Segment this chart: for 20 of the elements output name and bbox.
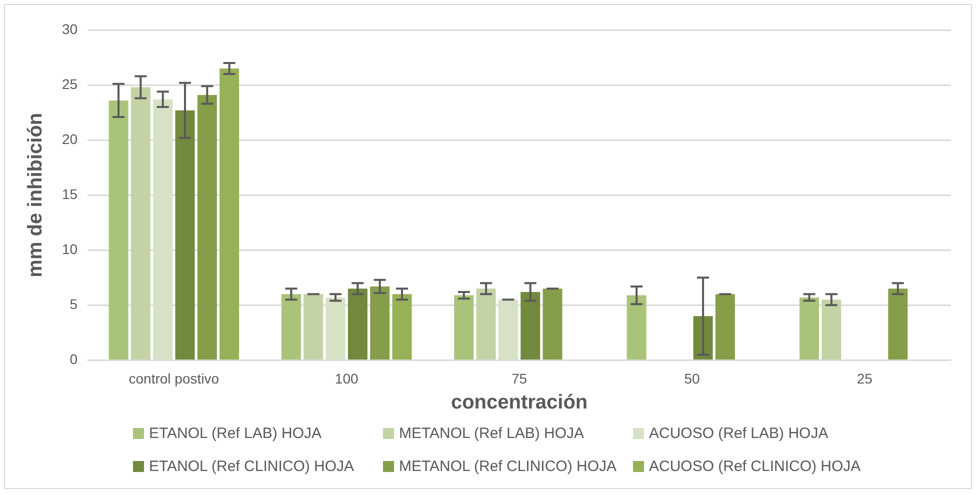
y-tick-label: 0 — [70, 351, 78, 368]
y-tick-label: 5 — [70, 296, 78, 312]
legend-label: METANOL (Ref CLINICO) HOJA — [399, 458, 617, 475]
x-tick-label: 50 — [684, 370, 700, 386]
legend-label: METANOL (Ref LAB) HOJA — [399, 425, 584, 442]
x-tick-label: 25 — [856, 370, 873, 386]
x-tick-label: 75 — [511, 370, 528, 386]
y-axis-title: mm de inhibición — [24, 112, 47, 278]
x-axis-title: concentración — [450, 392, 588, 414]
y-tick-label: 10 — [62, 240, 78, 257]
x-tick-label: control postivo — [128, 370, 220, 386]
y-tick-label: 15 — [62, 186, 78, 202]
y-tick-label: 20 — [62, 130, 78, 147]
legend-label: ACUOSO (Ref LAB) HOJA — [649, 425, 828, 442]
y-tick-label: 30 — [62, 20, 78, 37]
x-tick-label: 100 — [334, 370, 358, 386]
legend-label: ETANOL (Ref CLINICO) HOJA — [149, 458, 354, 475]
y-tick-label: 25 — [62, 76, 78, 92]
legend-label: ETANOL (Ref LAB) HOJA — [149, 425, 322, 442]
legend-label: ACUOSO (Ref CLINICO) HOJA — [649, 458, 861, 475]
